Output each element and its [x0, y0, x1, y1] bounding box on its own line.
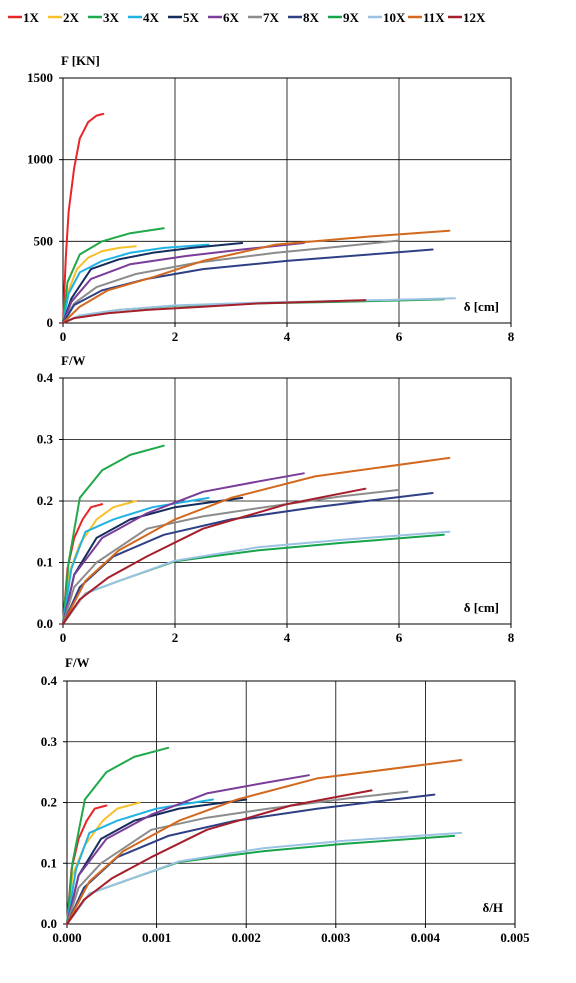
series-line-6X — [62, 472, 305, 625]
chart-panel-normalized-force-displacement: 0 2 4 6 8 0.0 0.1 0.2 0.3 0.4 F/W δ [cm] — [0, 352, 576, 642]
y-tick-label: 0.3 — [37, 432, 54, 447]
legend-label-9X: 9X — [343, 10, 360, 25]
chart-svg-normalized-force-drift: 0.000 0.001 0.002 0.003 0.004 0.005 0.0 0.1 0.2 0… — [41, 655, 530, 945]
series-line-12X — [62, 487, 367, 625]
chart-panel-force-displacement: 0 2 4 6 8 0 500 1000 1500 F [KN] δ [cm] — [0, 40, 576, 345]
x-tick-label: 0.000 — [52, 930, 81, 945]
series-line-3X — [62, 227, 165, 324]
x-tick-label: 0.005 — [500, 930, 530, 945]
x-tick-label: 2 — [172, 329, 179, 344]
y-tick-label: 0.4 — [41, 673, 58, 688]
series-line-11X — [62, 229, 451, 324]
y-axis-label: F/W — [61, 353, 86, 368]
legend-label-4X: 4X — [143, 10, 160, 25]
y-tick-label: 1000 — [27, 152, 53, 167]
series-line-10X — [62, 297, 456, 324]
x-tick-label: 4 — [284, 630, 291, 642]
x-tick-label: 4 — [284, 329, 291, 344]
y-axis-label: F/W — [65, 655, 90, 670]
chart-panel-normalized-force-drift: 0.000 0.001 0.002 0.003 0.004 0.005 0.0 0.1 0.2 0… — [0, 650, 576, 970]
series-line-5X — [62, 496, 244, 625]
x-tick-label: 6 — [396, 329, 403, 344]
y-axis-label: F [KN] — [61, 53, 100, 68]
series-line-10X — [62, 530, 451, 625]
y-tick-label: 0.2 — [37, 493, 53, 508]
legend-label-11X: 11X — [423, 10, 445, 25]
series-line-4X — [66, 798, 214, 925]
legend-label-3X: 3X — [103, 10, 120, 25]
series-line-8X — [62, 248, 434, 324]
series-line-3X — [62, 444, 165, 625]
x-tick-label: 8 — [508, 329, 515, 344]
series-line-12X — [66, 789, 373, 925]
series-line-3X — [66, 746, 170, 925]
series-line-6X — [62, 242, 305, 324]
x-axis-label: δ [cm] — [464, 299, 499, 314]
x-tick-label: 0.004 — [411, 930, 441, 945]
x-tick-label: 0.003 — [321, 930, 351, 945]
y-tick-label: 1500 — [27, 70, 53, 85]
x-tick-label: 8 — [508, 630, 515, 642]
y-tick-label: 0.4 — [37, 370, 54, 385]
series-line-7X — [66, 790, 409, 925]
plot-area-frame — [62, 77, 512, 324]
legend-label-2X: 2X — [63, 10, 80, 25]
series-line-5X — [62, 242, 244, 324]
legend-label-7X: 7X — [263, 10, 280, 25]
series-line-8X — [62, 492, 434, 625]
y-tick-label: 0.0 — [41, 916, 57, 931]
legend-label-5X: 5X — [183, 10, 200, 25]
plot-area-frame — [62, 377, 512, 625]
legend-label-8X: 8X — [303, 10, 320, 25]
x-tick-label: 0.001 — [142, 930, 171, 945]
legend-label-1X: 1X — [23, 10, 40, 25]
series-line-4X — [62, 243, 210, 324]
x-tick-label: 0 — [60, 630, 67, 642]
x-tick-label: 2 — [172, 630, 179, 642]
x-tick-label: 0 — [60, 329, 67, 344]
y-tick-label: 0.1 — [41, 855, 57, 870]
series-line-11X — [66, 759, 463, 925]
y-tick-label: 0.2 — [41, 795, 57, 810]
chart-svg-normalized-force-displacement: 0 2 4 6 8 0.0 0.1 0.2 0.3 0.4 F/W δ [cm] — [37, 353, 515, 642]
chart-svg-force-displacement: 0 2 4 6 8 0 500 1000 1500 F [KN] δ [cm] — [27, 53, 515, 344]
y-tick-label: 0.0 — [37, 616, 53, 631]
y-tick-label: 0.3 — [41, 734, 58, 749]
series-line-11X — [62, 456, 451, 625]
x-axis-label: δ/H — [483, 900, 503, 915]
series-line-4X — [62, 496, 210, 625]
y-tick-label: 0.1 — [37, 555, 53, 570]
series-line-7X — [62, 488, 400, 625]
plot-area-frame — [66, 680, 516, 925]
legend-label-6X: 6X — [223, 10, 240, 25]
series-line-8X — [66, 793, 436, 925]
chart-legend: 1X 2X 3X 4X 5X 6X 7X 8X 9X 10X 11X 12X — [0, 0, 576, 40]
y-tick-label: 500 — [34, 233, 54, 248]
y-tick-label: 0 — [47, 315, 54, 330]
x-tick-label: 0.002 — [232, 930, 261, 945]
series-line-10X — [66, 831, 463, 925]
series-line-1X — [62, 112, 105, 324]
legend-label-12X: 12X — [463, 10, 486, 25]
series-line-7X — [62, 239, 400, 324]
series-line-6X — [66, 774, 310, 925]
legend-label-10X: 10X — [383, 10, 406, 25]
series-line-2X — [62, 245, 137, 324]
x-tick-label: 6 — [396, 630, 403, 642]
legend-svg: 1X 2X 3X 4X 5X 6X 7X 8X 9X 10X 11X 12X — [8, 10, 486, 25]
series-line-12X — [62, 299, 367, 324]
x-axis-label: δ [cm] — [464, 600, 499, 615]
